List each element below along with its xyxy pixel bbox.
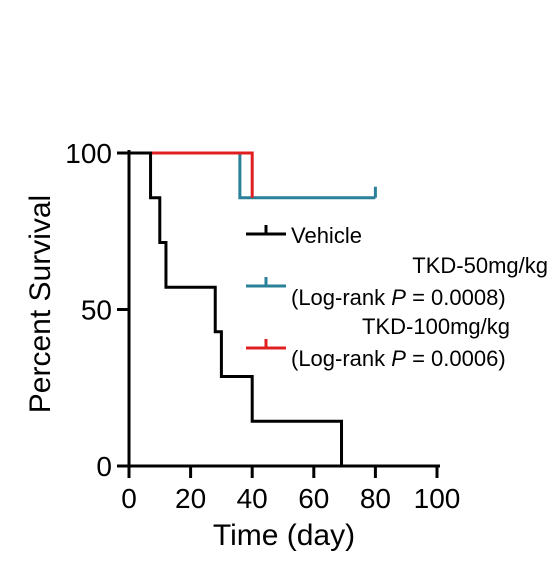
legend-label-0-0: Vehicle bbox=[291, 223, 362, 248]
legend-text-part-1-0-0: TKD-50mg/kg bbox=[412, 253, 548, 278]
x-axis-title: Time (day) bbox=[213, 519, 355, 552]
series-line-2 bbox=[129, 151, 254, 198]
tick-labels: 0 20 40 60 80 100 0 50 100 bbox=[65, 138, 460, 514]
x-tick-label-3: 60 bbox=[298, 483, 329, 514]
y-tick-label-1: 50 bbox=[81, 295, 112, 326]
x-tick-label-1: 20 bbox=[175, 483, 206, 514]
x-tick-label-2: 40 bbox=[237, 483, 268, 514]
legend-text-part-2-1-2: = 0.0006) bbox=[406, 346, 506, 371]
x-tick-label-4: 80 bbox=[360, 483, 391, 514]
legend-text-part-2-1-1: P bbox=[391, 346, 406, 371]
legend-text-part-1-1-1: P bbox=[391, 285, 406, 310]
y-tick-label-2: 100 bbox=[65, 138, 112, 169]
ticks bbox=[117, 151, 439, 478]
x-tick-label-5: 100 bbox=[414, 483, 461, 514]
legend-label-2-0: TKD-100mg/kg bbox=[362, 314, 510, 339]
x-tick-label-0: 0 bbox=[121, 483, 137, 514]
legend-text-part-2-1-0: (Log-rank bbox=[291, 346, 391, 371]
legend-label-1-1: (Log-rank P = 0.0008) bbox=[291, 285, 506, 310]
series-line-0 bbox=[129, 151, 344, 466]
legend-text-part-2-0-0: TKD-100mg/kg bbox=[362, 314, 510, 339]
series-layer bbox=[129, 151, 377, 466]
legend-text-part-1-1-0: (Log-rank bbox=[291, 285, 391, 310]
legend-label-2-1: (Log-rank P = 0.0006) bbox=[291, 346, 506, 371]
y-tick-label-0: 0 bbox=[96, 451, 112, 482]
legend-text-part-0-0-0: Vehicle bbox=[291, 223, 362, 248]
legend-label-1-0: TKD-50mg/kg bbox=[412, 253, 548, 278]
legend: Vehicle TKD-50mg/kg (Log-rank P = 0.0008) T… bbox=[246, 223, 548, 371]
y-axis-title: Percent Survival bbox=[24, 195, 57, 413]
legend-text-part-1-1-2: = 0.0008) bbox=[406, 285, 506, 310]
